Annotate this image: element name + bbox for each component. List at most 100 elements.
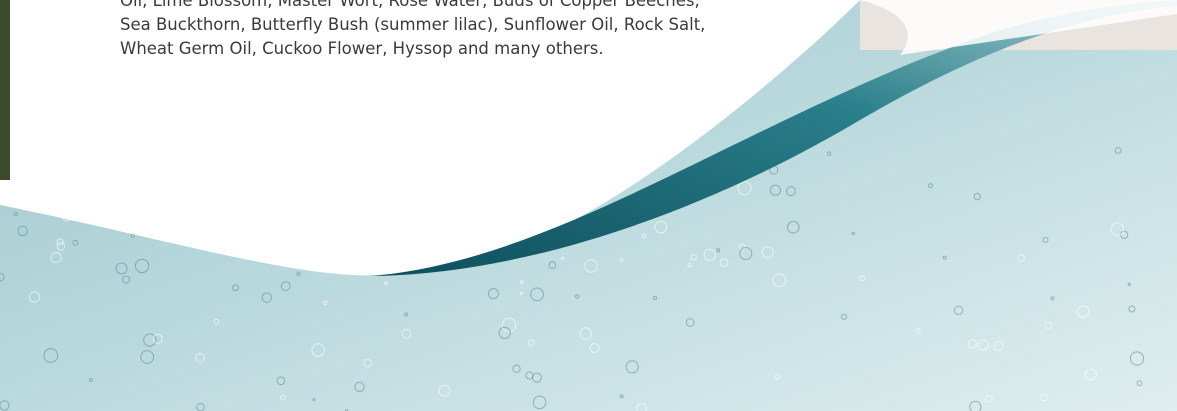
bubble: [195, 352, 206, 363]
bubble: [115, 262, 128, 275]
white-wave: [0, 0, 860, 276]
bubble: [56, 238, 64, 246]
wave-stripe: [370, 0, 1177, 276]
bubble: [851, 231, 855, 236]
bubble: [363, 358, 373, 368]
bubble: [619, 257, 624, 263]
bubble: [579, 327, 592, 340]
bubble: [487, 288, 499, 300]
bubble: [280, 394, 286, 401]
bubble: [840, 313, 848, 320]
bubble: [1042, 236, 1049, 243]
bubble: [519, 291, 524, 295]
bubble: [438, 384, 451, 397]
bubble: [654, 220, 668, 234]
text-line: Wheat Germ Oil, Cuckoo Flower, Hyssop an…: [120, 39, 604, 58]
bubble: [276, 376, 286, 386]
bubble: [1084, 368, 1097, 381]
bubble: [498, 326, 511, 339]
bubble: [738, 243, 746, 250]
bubble: [512, 364, 521, 373]
bubble: [1044, 321, 1053, 329]
bubble: [1129, 351, 1145, 366]
bubble: [967, 339, 977, 349]
bubble: [0, 400, 10, 411]
bubble: [296, 271, 301, 276]
bubble: [134, 258, 150, 274]
bubble: [548, 261, 557, 269]
bubble: [213, 318, 220, 325]
bubble: [311, 343, 325, 357]
bubble: [122, 275, 131, 284]
bubble: [17, 225, 28, 237]
bubble: [1110, 222, 1125, 236]
wave-edge: [860, 0, 1177, 55]
bubble: [928, 183, 933, 189]
bubble: [530, 287, 544, 302]
bubble: [561, 256, 565, 260]
bubble: [993, 341, 1004, 351]
bubble: [280, 281, 291, 292]
bubble: [404, 312, 409, 317]
left-photo-edge: [0, 0, 10, 180]
bubble: [519, 280, 524, 285]
bubble: [401, 328, 412, 339]
bubble: [687, 263, 692, 268]
bubble: [56, 242, 66, 251]
bubble: [973, 193, 981, 201]
bubble: [625, 360, 639, 374]
bubble: [0, 272, 5, 282]
bubble: [619, 394, 624, 399]
bubble: [761, 246, 774, 259]
bubble: [652, 295, 658, 301]
bubble: [584, 259, 598, 273]
bubble: [1114, 147, 1122, 154]
bubble: [685, 318, 695, 327]
bubble: [525, 371, 534, 380]
bubble: [641, 233, 647, 239]
bubble: [719, 258, 729, 267]
bubble: [690, 254, 697, 261]
bubble: [28, 291, 41, 303]
bubble: [575, 294, 580, 299]
bubble: [1077, 305, 1090, 318]
bubble: [1136, 380, 1143, 387]
bubble: [737, 181, 752, 196]
bubble: [140, 350, 155, 364]
bubble: [261, 292, 272, 303]
bubble: [769, 184, 782, 196]
bubble: [977, 339, 989, 351]
bubble: [915, 328, 921, 334]
text-line: Oil, Lime Blossom, Master Wort, Rose Wat…: [120, 0, 700, 10]
ingredients-text: Oil, Lime Blossom, Master Wort, Rose Wat…: [120, 0, 705, 61]
bubble: [1127, 282, 1132, 286]
bubble: [323, 300, 328, 306]
bubble: [942, 255, 947, 260]
bubble: [143, 333, 157, 347]
bubble: [1128, 305, 1136, 313]
bubble: [501, 317, 517, 333]
bubble: [953, 305, 964, 315]
bubble: [786, 186, 796, 197]
bubble: [826, 151, 832, 157]
bubble: [969, 400, 982, 411]
bubble: [716, 248, 721, 253]
bubble: [772, 273, 787, 288]
bubble: [43, 348, 59, 363]
bubble: [774, 374, 781, 380]
bubble: [1040, 393, 1048, 402]
bubble: [532, 395, 547, 410]
bubble: [312, 398, 316, 402]
bubble: [13, 211, 19, 217]
bubble: [1050, 296, 1055, 301]
bubble: [636, 403, 647, 411]
bubble: [152, 333, 163, 344]
bubble: [1017, 254, 1025, 262]
bubble: [787, 220, 800, 234]
bubble: [527, 339, 535, 347]
bubble: [859, 275, 865, 282]
bubble: [72, 239, 79, 246]
bubble: [739, 247, 753, 260]
